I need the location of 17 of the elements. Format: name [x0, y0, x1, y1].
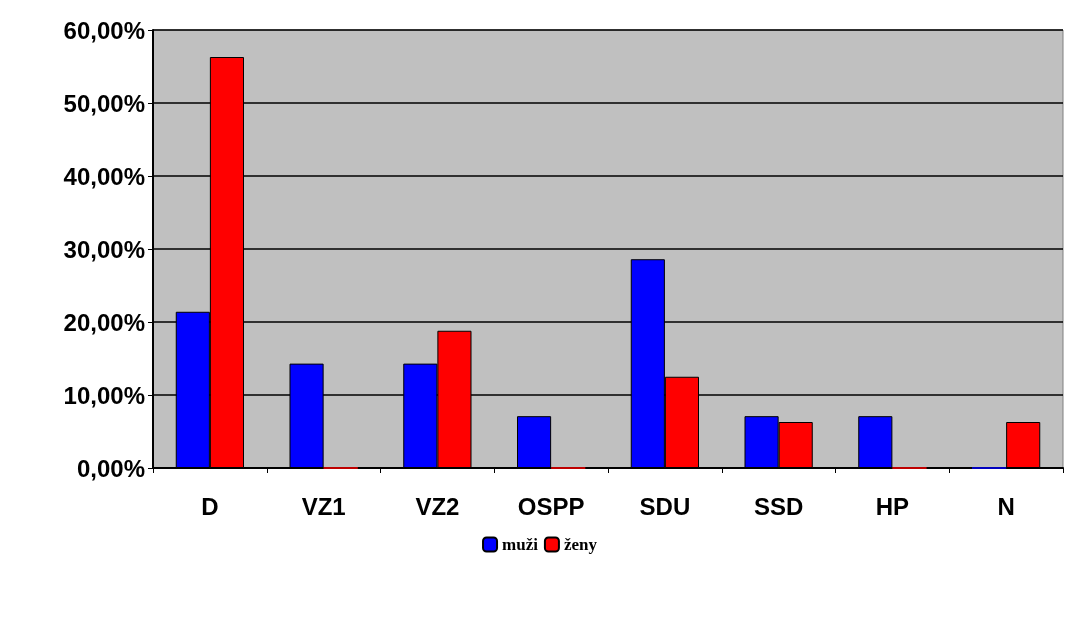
x-tick-label: SDU — [639, 492, 691, 520]
x-tick-label: N — [997, 492, 1015, 520]
x-tick-label: VZ2 — [415, 492, 460, 520]
x-tick-label: D — [201, 492, 219, 520]
y-tick-label: 60,00% — [63, 16, 145, 44]
y-tick-label: 40,00% — [63, 162, 145, 190]
y-tick-label: 50,00% — [63, 89, 145, 117]
y-tick-label: 10,00% — [63, 381, 145, 409]
legend-label: muži — [502, 535, 539, 554]
x-tick-label: SSD — [753, 492, 804, 520]
x-tick-label: VZ1 — [301, 492, 346, 520]
x-tick-label: HP — [875, 492, 910, 520]
y-tick-label: 0,00% — [76, 454, 145, 482]
y-tick-label: 20,00% — [63, 308, 145, 336]
y-tick-label: 30,00% — [63, 235, 145, 263]
legend-label: ženy — [563, 535, 598, 554]
x-tick-label: OSPP — [517, 492, 585, 520]
